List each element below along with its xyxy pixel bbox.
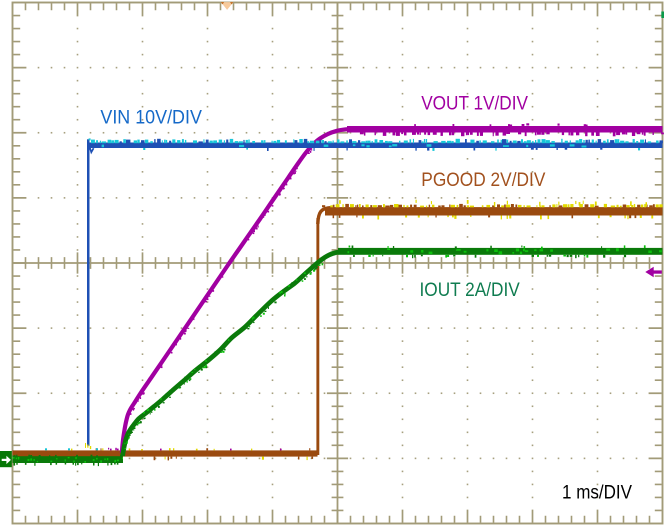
svg-text:1 ms/DIV: 1 ms/DIV (562, 481, 632, 503)
svg-text:VOUT 1V/DIV: VOUT 1V/DIV (421, 93, 528, 115)
svg-text:PGOOD 2V/DIV: PGOOD 2V/DIV (421, 169, 545, 191)
svg-text:VIN 10V/DIV: VIN 10V/DIV (100, 106, 201, 128)
svg-text:IOUT 2A/DIV: IOUT 2A/DIV (420, 279, 520, 301)
